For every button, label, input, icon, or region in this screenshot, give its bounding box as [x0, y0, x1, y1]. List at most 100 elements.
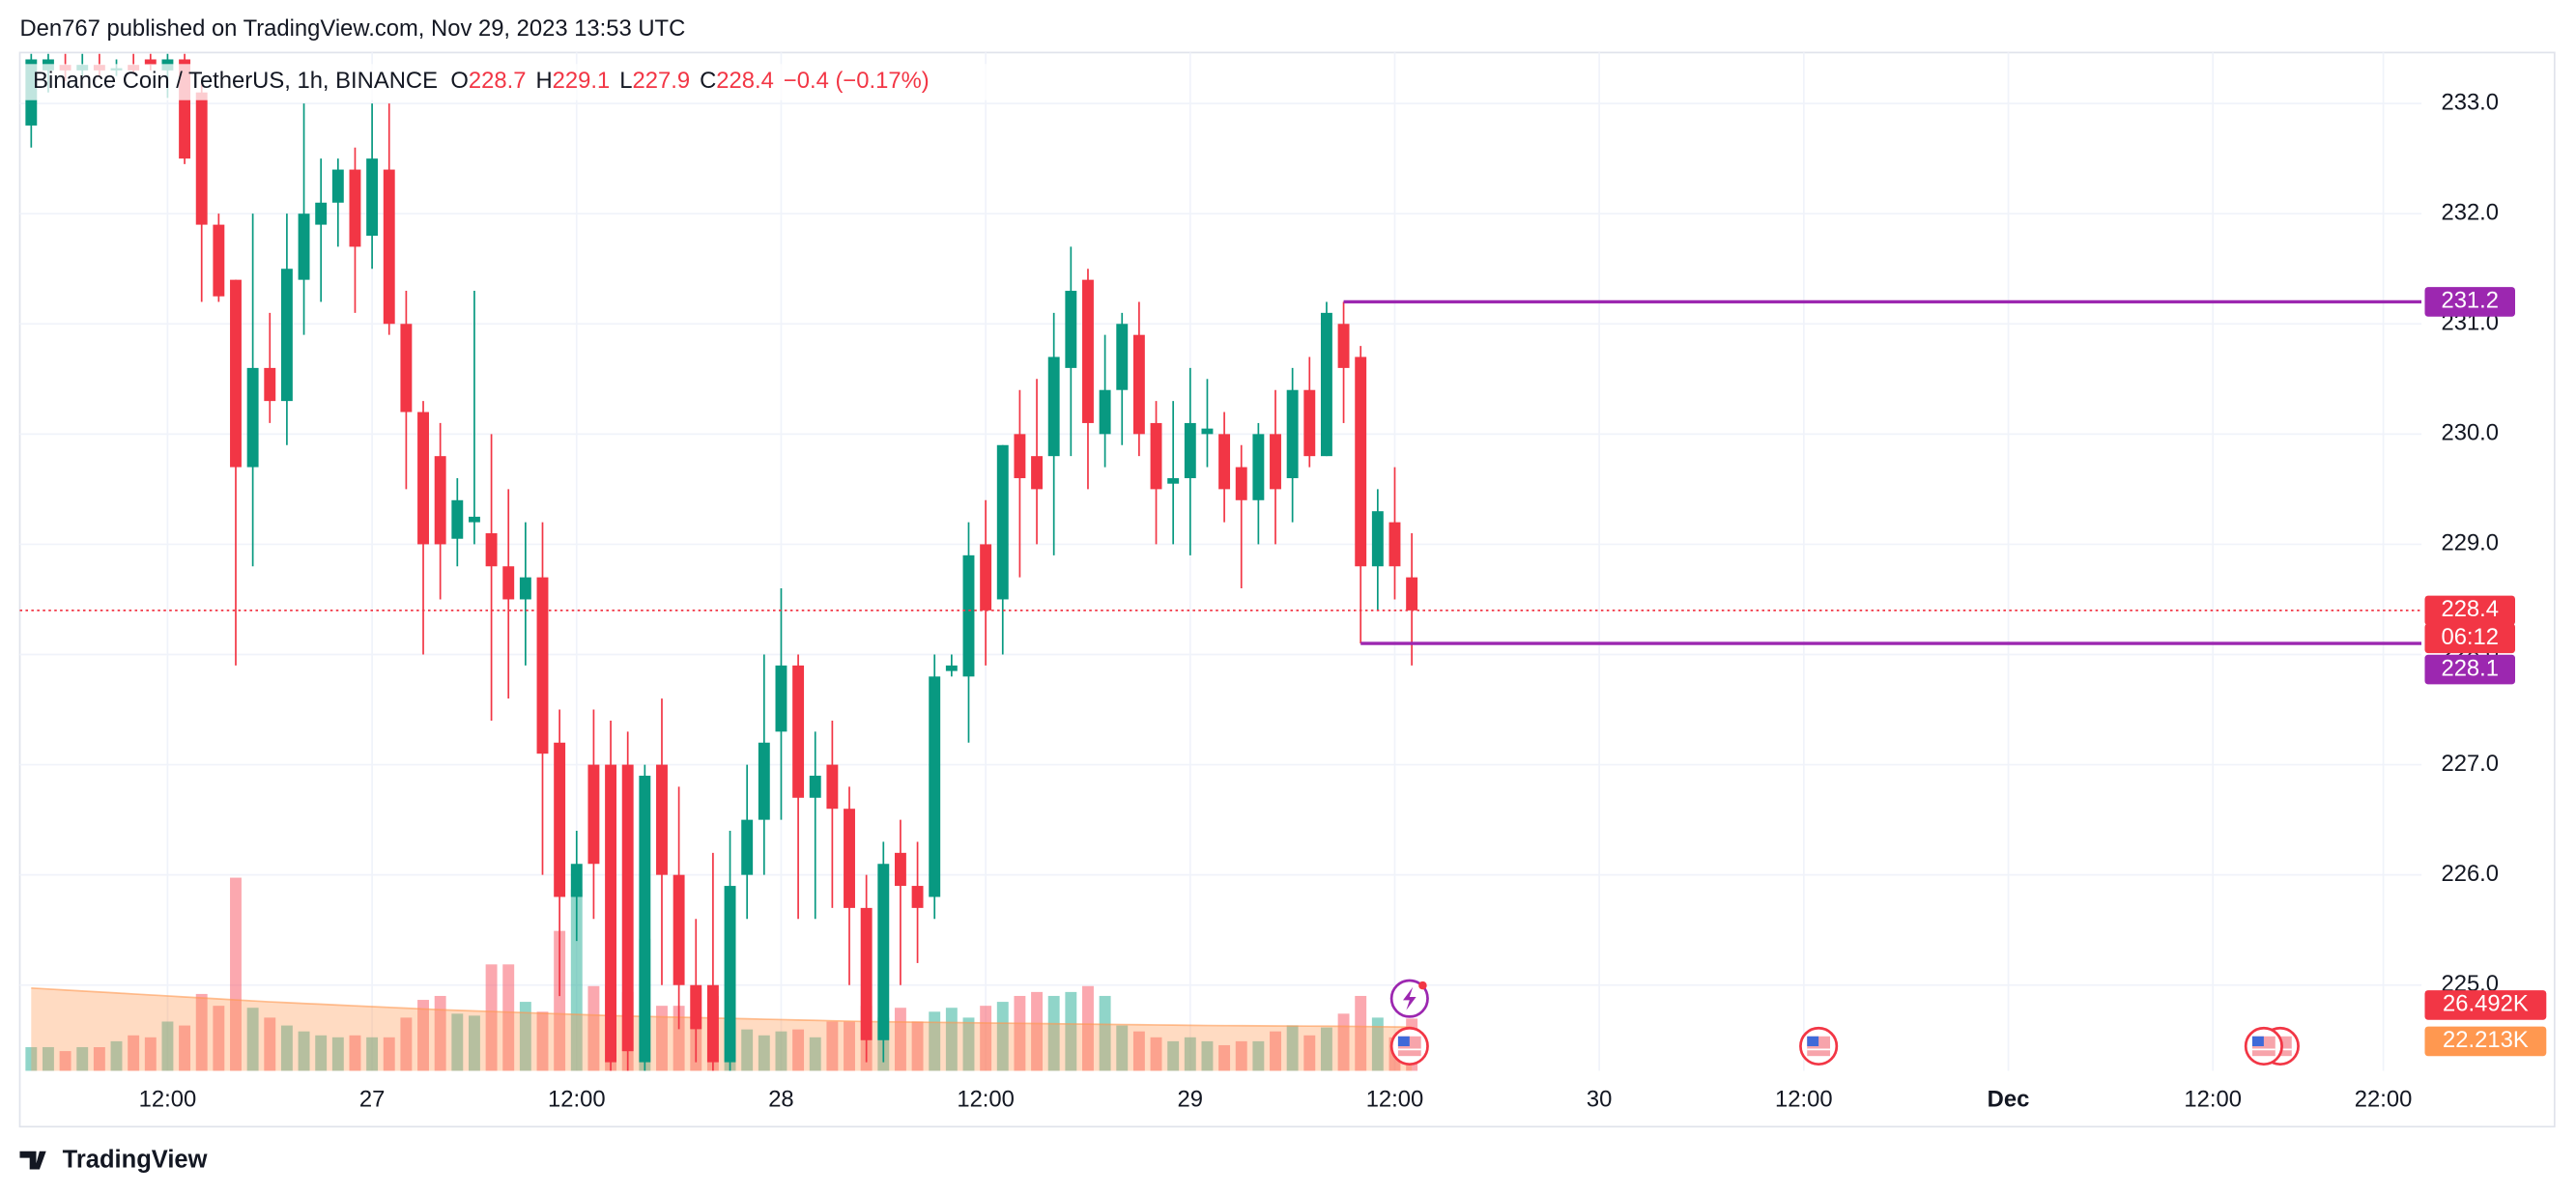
- candle-body: [945, 665, 958, 671]
- candle-body: [331, 169, 344, 203]
- volume-bar: [161, 1021, 174, 1071]
- symbol-title: Binance Coin / TetherUS, 1h, BINANCE: [33, 68, 438, 94]
- candle-body: [1303, 389, 1316, 457]
- volume-bar: [1218, 1044, 1231, 1071]
- legend-open: 228.7: [469, 68, 527, 94]
- volume-ma-label: 22.213K: [2443, 1027, 2529, 1053]
- volume-bar: [468, 1015, 480, 1071]
- candle-body: [554, 742, 566, 897]
- volume-bar: [911, 1021, 924, 1071]
- volume-bar: [315, 1035, 328, 1071]
- x-tick-label: 30: [1587, 1086, 1612, 1112]
- volume-bar: [792, 1029, 805, 1071]
- y-tick-label: 232.0: [2441, 199, 2499, 225]
- y-tick-label: 226.0: [2441, 861, 2499, 887]
- candle-body: [877, 864, 890, 1040]
- candle-body: [758, 742, 770, 820]
- x-tick-label: 12:00: [1775, 1086, 1833, 1112]
- candle-body: [179, 59, 191, 159]
- volume-bar: [741, 1029, 754, 1071]
- volume-bar: [1082, 985, 1094, 1071]
- x-tick-label: 12:00: [1366, 1086, 1424, 1112]
- candle-body: [280, 269, 293, 402]
- candle-body: [230, 279, 242, 468]
- volume-bar: [1201, 1040, 1214, 1071]
- countdown-label-box: [2424, 623, 2516, 654]
- legend-change: −0.4 (−0.17%): [784, 68, 930, 94]
- candle-body: [383, 169, 395, 325]
- legend-close: 228.4: [716, 68, 774, 94]
- volume-bar: [1150, 1037, 1162, 1071]
- volume-bar: [144, 1037, 157, 1071]
- candle-body: [1355, 356, 1367, 567]
- volume-ma-label-box: [2424, 1026, 2547, 1057]
- candle-body: [1388, 522, 1401, 567]
- candle-body: [1167, 477, 1180, 484]
- volume-bar: [331, 1037, 344, 1071]
- y-tick-label: 230.0: [2441, 420, 2499, 446]
- volume-bar: [1132, 1031, 1145, 1071]
- x-tick-label: 27: [359, 1086, 385, 1112]
- volume-bar: [93, 1047, 105, 1071]
- footer-logo: [19, 1151, 46, 1170]
- volume-bar: [962, 1017, 975, 1071]
- volume-bar: [128, 1035, 140, 1071]
- candle-body: [741, 819, 754, 875]
- volume-bar: [1320, 1027, 1332, 1071]
- volume-bar: [230, 877, 242, 1071]
- volume-bar: [519, 1002, 531, 1071]
- candle-body: [1082, 279, 1094, 423]
- volume-bar: [1303, 1035, 1316, 1071]
- level-label-box: [2424, 654, 2516, 685]
- volume-bar: [298, 1031, 310, 1071]
- volume-bar: [844, 1021, 855, 1071]
- volume-bar: [587, 985, 600, 1071]
- candle-body: [1286, 389, 1299, 478]
- candle-body: [349, 169, 361, 247]
- candle-body: [1065, 291, 1077, 368]
- volume-bar: [1270, 1031, 1281, 1071]
- volume-bar: [1184, 1037, 1196, 1071]
- volume-bar: [76, 1047, 89, 1071]
- candle-body: [1184, 422, 1196, 478]
- candle-body: [1371, 511, 1384, 567]
- candle-body: [962, 554, 975, 677]
- volume-bar: [25, 1047, 38, 1071]
- event-icons: [1389, 979, 2300, 1066]
- candle-body: [724, 886, 736, 1063]
- candle-body: [911, 886, 924, 908]
- candle-body: [519, 577, 531, 600]
- last-price-label: 228.4: [2441, 596, 2499, 622]
- volume-bar: [1014, 995, 1026, 1071]
- candle-body: [860, 907, 873, 1040]
- volume-bar: [1116, 1025, 1129, 1071]
- volume-bar: [894, 1008, 906, 1071]
- candle-body: [213, 224, 225, 297]
- volume-bar: [536, 1011, 549, 1071]
- volume-bar: [758, 1035, 770, 1071]
- candle-body: [894, 852, 906, 887]
- x-tick-label: 22:00: [2355, 1086, 2413, 1112]
- candle-body: [264, 367, 276, 402]
- volume-bar: [570, 889, 583, 1071]
- volume-bar: [1031, 991, 1044, 1071]
- level-label: 231.2: [2441, 288, 2499, 314]
- x-tick-label: 28: [768, 1086, 793, 1112]
- volume-bar: [1235, 1040, 1247, 1071]
- volume-bar: [656, 1006, 668, 1071]
- candle-body: [1270, 434, 1281, 490]
- legend-low: 227.9: [633, 68, 691, 94]
- level-label: 228.1: [2441, 655, 2499, 681]
- volume-bar: [775, 1031, 787, 1071]
- y-tick-label: 233.0: [2441, 89, 2499, 115]
- level-label-box: [2424, 287, 2516, 317]
- volume-bar: [417, 1000, 429, 1071]
- volume-bar: [554, 930, 566, 1071]
- axes: 225.0226.0227.0228.0229.0230.0231.0232.0…: [139, 89, 2547, 1112]
- volume-bar: [349, 1035, 361, 1071]
- overlays: [19, 299, 2422, 645]
- x-tick-label: 29: [1178, 1086, 1203, 1112]
- event-flag: [1389, 1026, 2300, 1066]
